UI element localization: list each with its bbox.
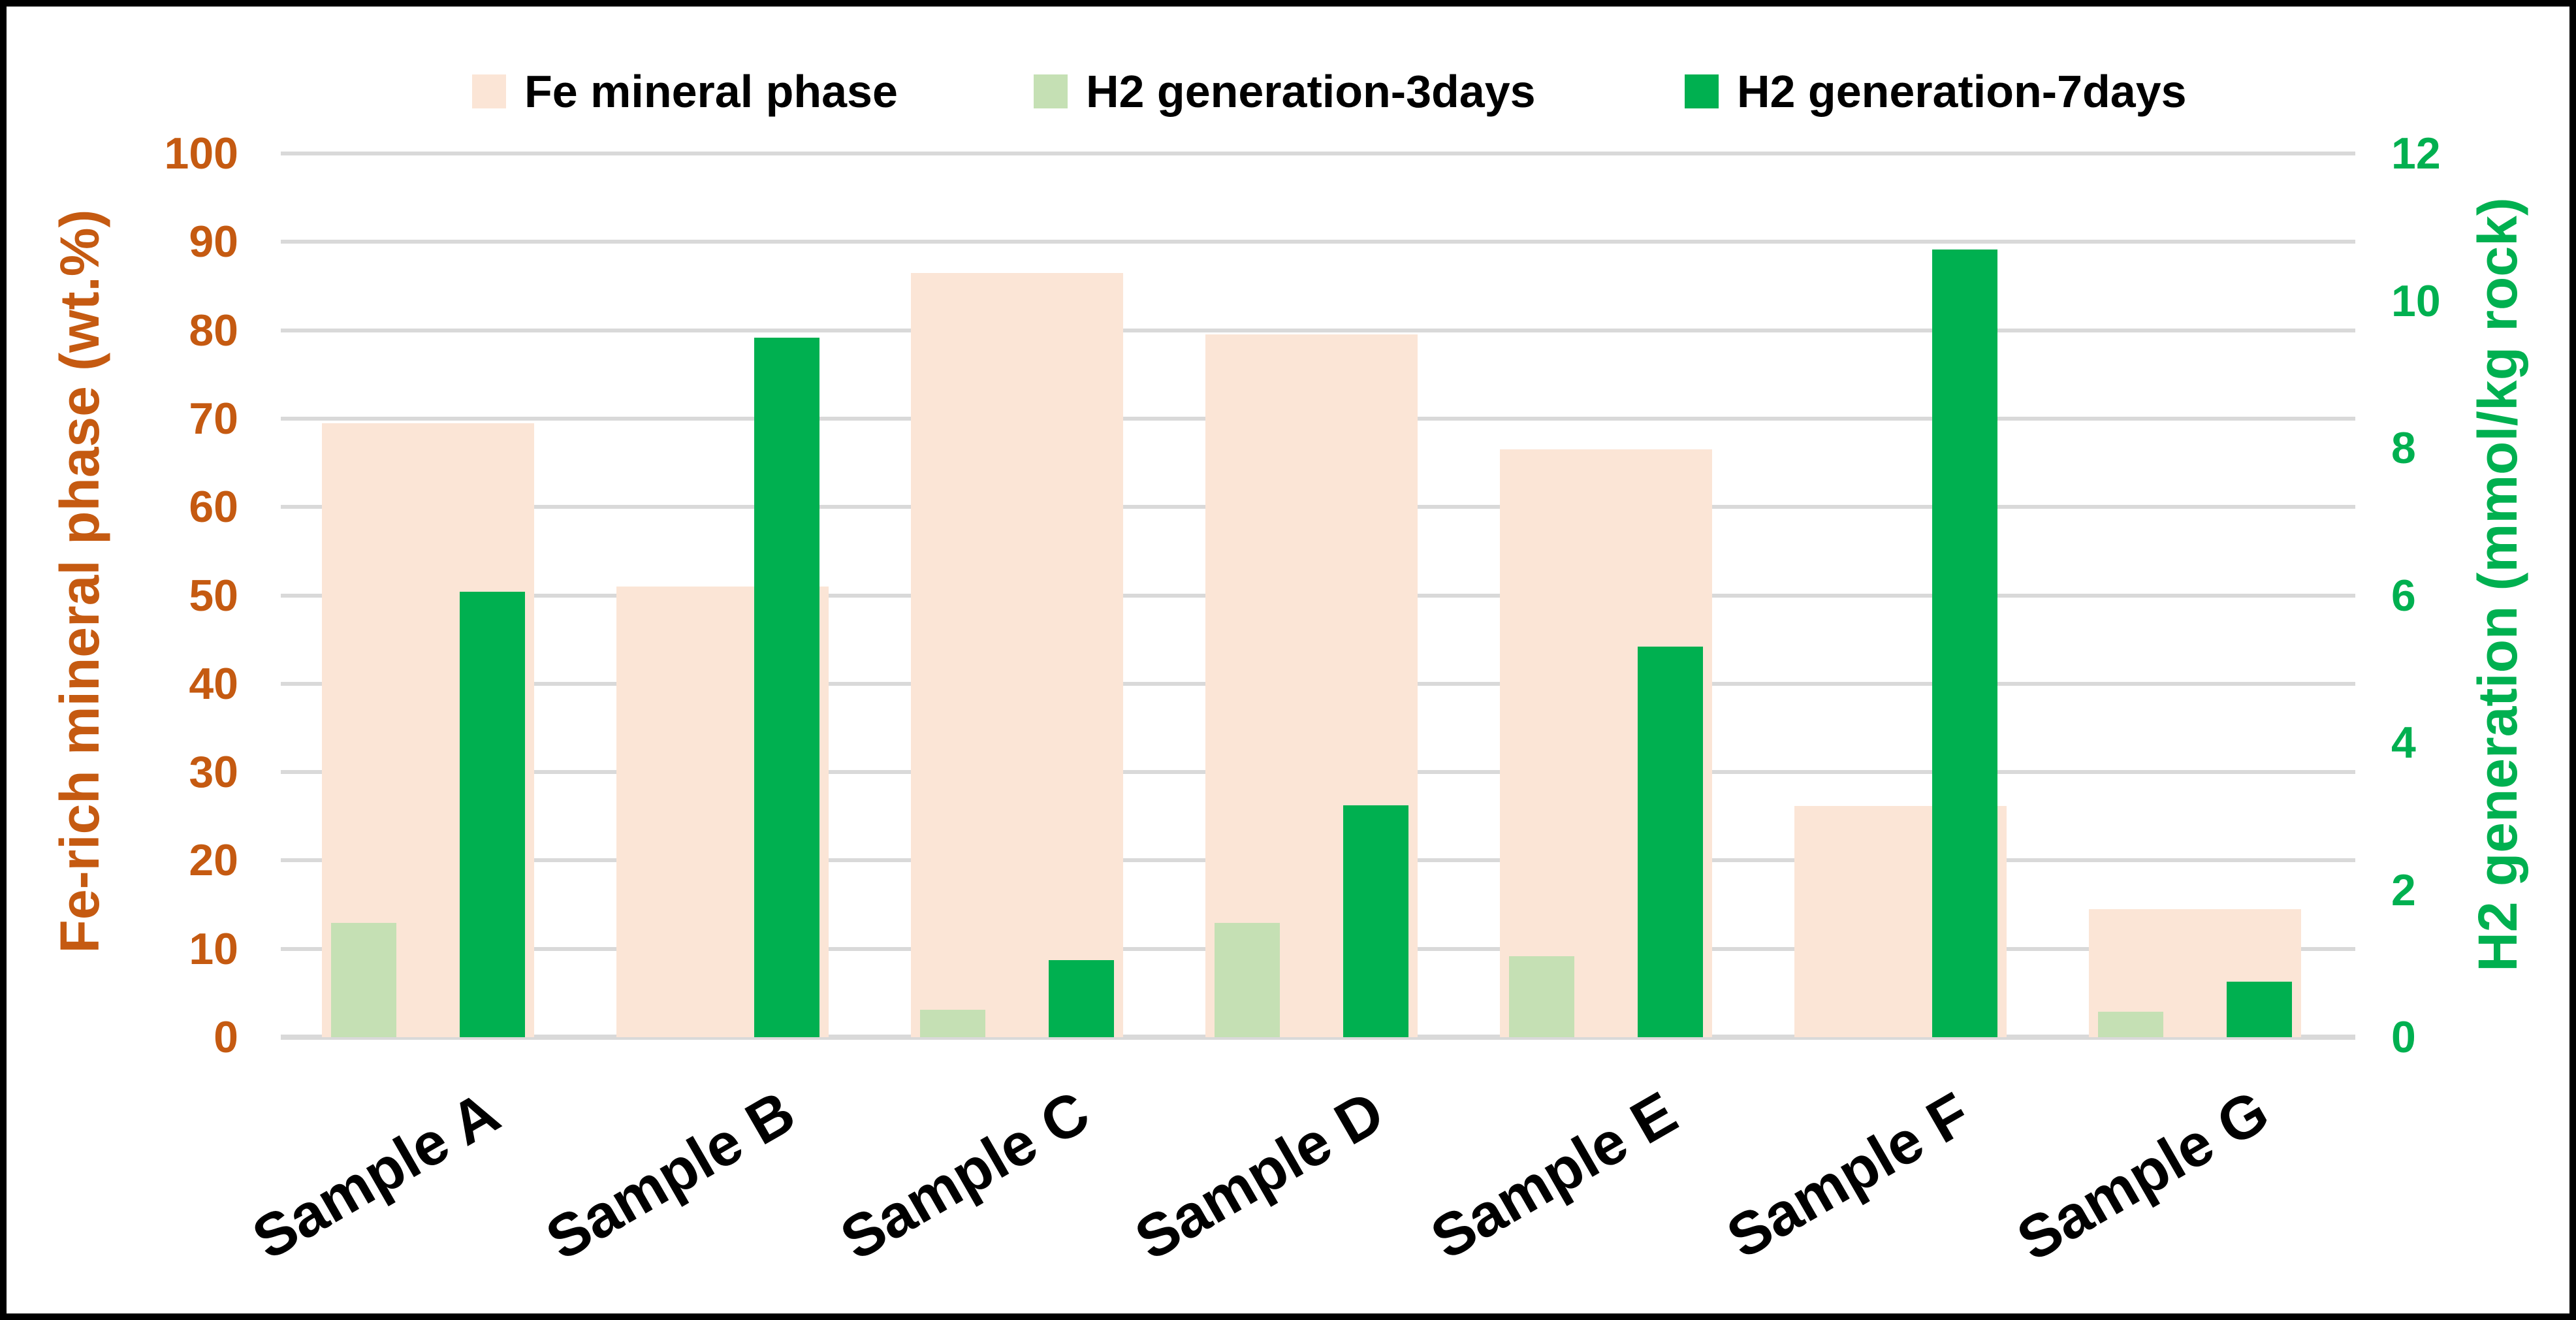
- bar-h2-7days-3: [1049, 959, 1114, 1037]
- legend-item-h2-generation-3days: H2 generation-3days: [1034, 67, 1536, 116]
- right-axis-tick-2: 2: [2391, 865, 2416, 915]
- x-axis-label-1: Sample A: [241, 1078, 511, 1273]
- bar-h2-3days-4: [1215, 923, 1280, 1037]
- left-axis-tick-20: 20: [189, 835, 238, 886]
- bar-h2-7days-4: [1343, 805, 1408, 1037]
- left-axis-tick-100: 100: [164, 129, 238, 178]
- bar-h2-7days-5: [1638, 647, 1703, 1037]
- bar-h2-3days-1: [331, 923, 396, 1037]
- left-axis-tick-90: 90: [189, 217, 238, 267]
- right-axis-tick-0: 0: [2391, 1012, 2416, 1062]
- gridline-90: [281, 240, 2355, 244]
- legend-label-h2-generation-7days: H2 generation-7days: [1737, 66, 2187, 117]
- x-axis-label-7: Sample G: [2006, 1077, 2280, 1274]
- left-axis-tick-60: 60: [189, 482, 238, 532]
- right-axis-title: H2 generation (mmol/kg rock): [2467, 197, 2528, 972]
- x-axis-label-5: Sample E: [1420, 1079, 1688, 1272]
- bar-h2-3days-5: [1509, 956, 1574, 1037]
- legend-swatch-fe-mineral-phase: [472, 74, 506, 108]
- gridline-80: [281, 328, 2355, 332]
- legend-label-h2-generation-3days: H2 generation-3days: [1086, 66, 1536, 117]
- right-axis-tick-10: 10: [2391, 276, 2441, 326]
- left-axis-tick-50: 50: [189, 570, 238, 620]
- bar-h2-3days-3: [920, 1010, 985, 1037]
- bar-h2-7days-6: [1932, 249, 1997, 1037]
- left-axis-tick-0: 0: [214, 1012, 238, 1062]
- bar-h2-3days-7: [2098, 1011, 2163, 1037]
- x-axis-label-2: Sample B: [535, 1078, 806, 1273]
- left-axis-tick-80: 80: [189, 305, 238, 355]
- left-axis-tick-40: 40: [189, 658, 238, 709]
- right-axis-tick-4: 4: [2391, 718, 2416, 767]
- bar-h2-7days-2: [754, 337, 819, 1037]
- x-axis-label-3: Sample C: [829, 1078, 1100, 1273]
- gridline-100: [281, 152, 2355, 155]
- left-axis-tick-10: 10: [189, 924, 238, 974]
- x-axis-label-4: Sample D: [1124, 1078, 1395, 1273]
- right-axis-tick-8: 8: [2391, 423, 2416, 473]
- x-axis-label-6: Sample F: [1715, 1080, 1981, 1272]
- legend-swatch-h2-generation-7days: [1685, 74, 1719, 108]
- right-axis-tick-6: 6: [2391, 570, 2416, 620]
- left-axis-tick-70: 70: [189, 393, 238, 443]
- right-axis-tick-12: 12: [2391, 129, 2441, 178]
- bar-h2-7days-1: [460, 591, 525, 1037]
- legend-item-h2-generation-7days: H2 generation-7days: [1685, 67, 2187, 116]
- bar-fe-mineral-3: [911, 272, 1123, 1037]
- gridline-0: [281, 1035, 2355, 1040]
- left-axis-tick-30: 30: [189, 747, 238, 797]
- legend-swatch-h2-generation-3days: [1034, 74, 1068, 108]
- legend-label-fe-mineral-phase: Fe mineral phase: [524, 66, 898, 117]
- legend-item-fe-mineral-phase: Fe mineral phase: [472, 67, 898, 116]
- bar-h2-7days-7: [2227, 982, 2292, 1037]
